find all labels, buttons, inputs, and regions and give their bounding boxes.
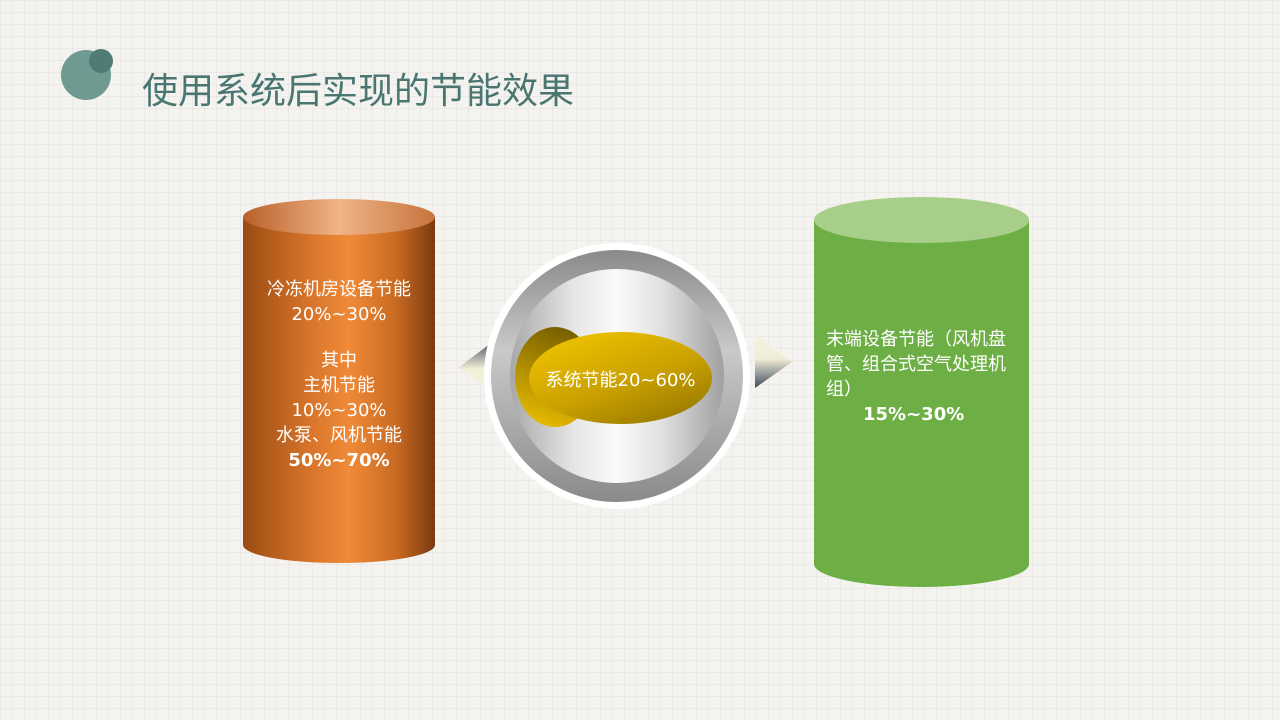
item2-label: 水泵、风机节能 (276, 425, 402, 446)
chiller-heading-value: 20%~30% (291, 304, 387, 325)
chiller-room-text: 冷冻机房设备节能 20%~30% 其中 主机节能 10%~30% 水泵、风机节能… (243, 277, 435, 473)
terminal-value: 15%~30% (863, 404, 965, 425)
gold-ellipse (529, 332, 712, 424)
item2-value: 50%~70% (288, 450, 390, 471)
page-title: 使用系统后实现的节能效果 (142, 71, 575, 112)
chiller-heading: 冷冻机房设备节能 (267, 279, 411, 300)
item1-label: 主机节能 (303, 375, 375, 396)
terminal-text: 末端设备节能（风机盘管、组合式空气处理机组） 15%~30% (826, 327, 1009, 427)
cylinder-chiller-room: 冷冻机房设备节能 20%~30% 其中 主机节能 10%~30% 水泵、风机节能… (243, 199, 435, 563)
arrow-right-icon (755, 335, 792, 388)
decorative-circle-small (89, 49, 113, 73)
sub-heading: 其中 (321, 350, 357, 371)
system-saving-label: 系统节能20~60% (545, 370, 696, 391)
item1-value: 10%~30% (291, 400, 387, 421)
terminal-label: 末端设备节能（风机盘管、组合式空气处理机组） (826, 329, 1006, 400)
cylinder-terminal-equipment: 末端设备节能（风机盘管、组合式空气处理机组） 15%~30% (814, 197, 1029, 587)
